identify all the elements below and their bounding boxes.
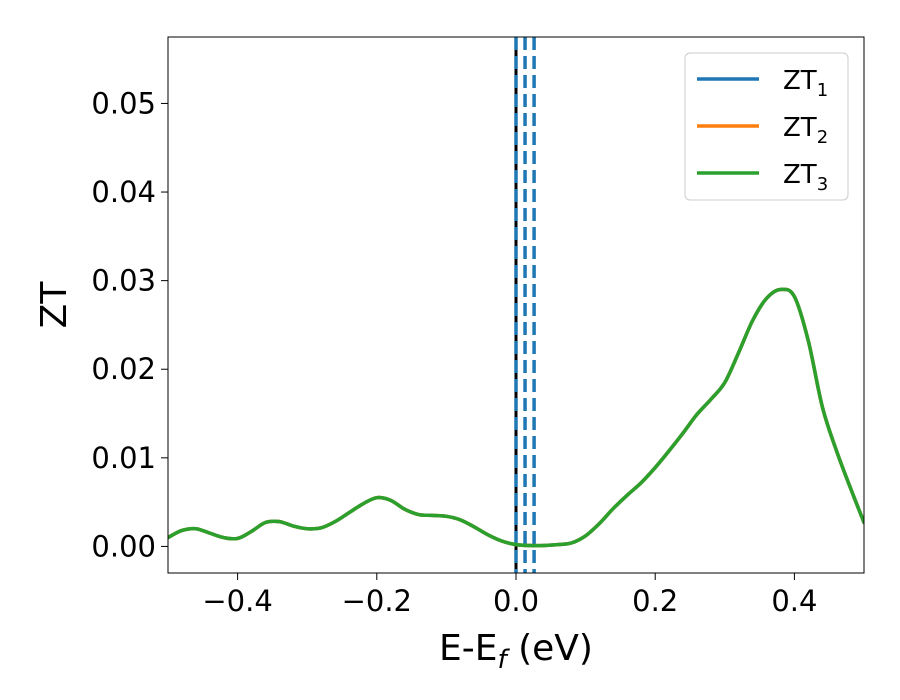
x-axis-title: E-Ef (eV) [439, 628, 593, 675]
legend: ZT1 ZT2 ZT3 [684, 52, 849, 201]
series-line-3 [168, 287, 864, 548]
series-lines [168, 287, 864, 548]
x-tick-label: −0.4 [202, 584, 272, 618]
x-tick-label: 0.4 [771, 584, 817, 618]
x-tick-label: 0.2 [632, 584, 678, 618]
legend-label-1: ZT1 [783, 66, 828, 101]
x-tick-label: 0.0 [493, 584, 539, 618]
legend-box [684, 52, 849, 201]
x-tick-label: −0.2 [342, 584, 412, 618]
x-axis-ticks: −0.4 −0.2 0.0 0.2 0.4 [202, 573, 817, 618]
y-tick-label: 0.05 [91, 86, 156, 120]
y-axis-title: ZT [34, 281, 75, 329]
vertical-lines [514, 37, 536, 573]
y-tick-label: 0.00 [91, 529, 156, 563]
y-tick-label: 0.02 [91, 352, 156, 386]
x-axis-title-unit: (eV) [507, 628, 593, 669]
legend-label-3: ZT3 [783, 160, 828, 195]
y-tick-label: 0.04 [91, 175, 156, 209]
y-axis-ticks: 0.00 0.01 0.02 0.03 0.04 0.05 [91, 86, 168, 563]
x-axis-title-main: E-E [439, 628, 497, 669]
y-tick-label: 0.01 [91, 441, 156, 475]
y-tick-label: 0.03 [91, 264, 156, 298]
legend-label-2: ZT2 [783, 113, 828, 148]
